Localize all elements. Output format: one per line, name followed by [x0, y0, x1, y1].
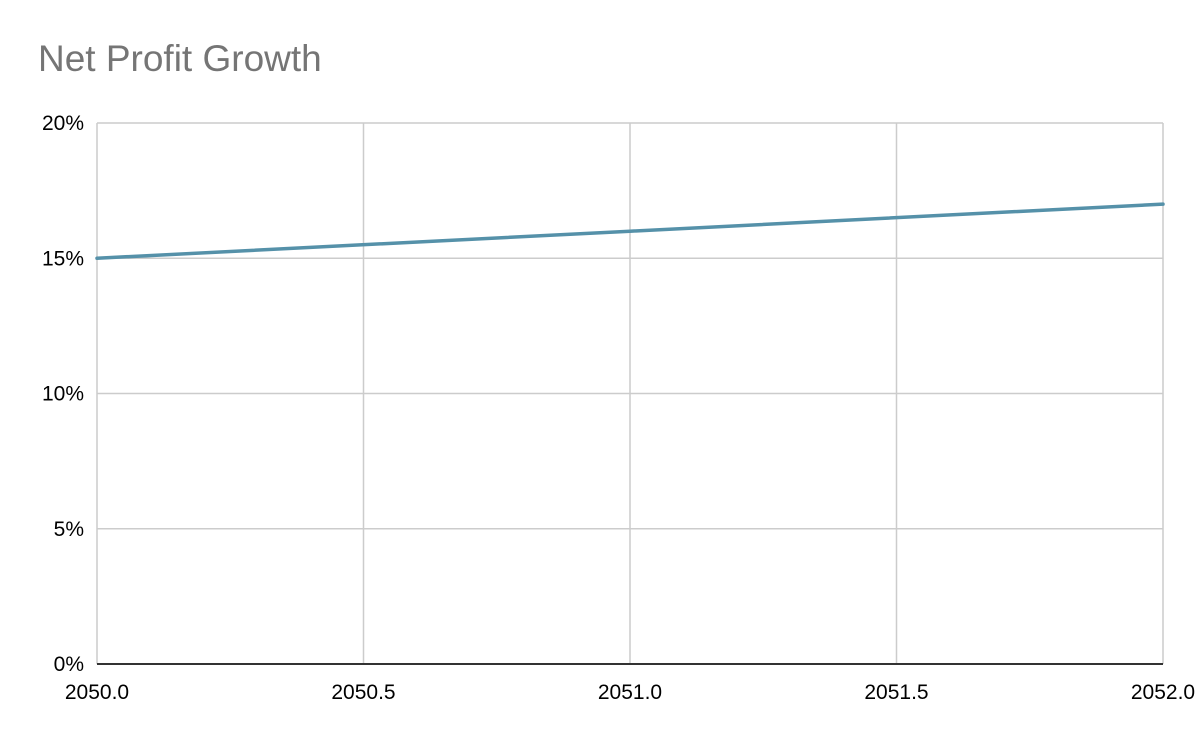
y-tick-label: 10%	[42, 383, 84, 406]
x-tick-label: 2050.0	[65, 681, 129, 704]
x-tick-label: 2050.5	[331, 681, 395, 704]
y-tick-label: 20%	[42, 112, 84, 135]
series-line	[95, 202, 1165, 260]
grid-lines	[96, 122, 1164, 664]
series-lines	[95, 202, 1165, 260]
x-tick-label: 2051.5	[864, 681, 928, 704]
x-tick-label: 2051.0	[598, 681, 662, 704]
chart-title: Net Profit Growth	[38, 38, 322, 79]
y-tick-label: 0%	[54, 653, 84, 676]
y-tick-labels: 0% 5% 10% 15% 20%	[42, 112, 84, 676]
x-tick-label: 2052.0	[1131, 681, 1195, 704]
y-tick-label: 5%	[54, 518, 84, 541]
y-tick-label: 15%	[42, 247, 84, 270]
x-tick-labels: 2050.0 2050.5 2051.0 2051.5 2052.0	[65, 681, 1195, 704]
